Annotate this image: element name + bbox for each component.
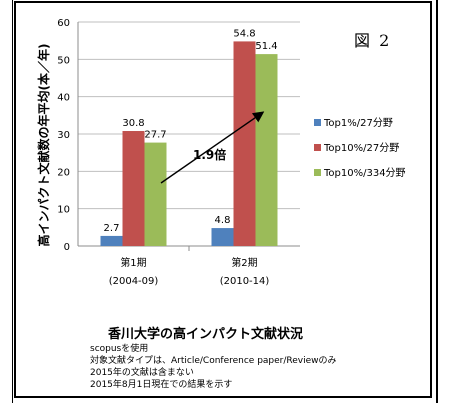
- bar: [100, 235, 123, 246]
- x-tick-labels: 第1期 (2004-09) 第2期 (2010-14): [109, 256, 270, 287]
- y-tick-label: 50: [57, 55, 70, 66]
- data-label: 51.4: [255, 41, 277, 52]
- bar: [211, 228, 234, 246]
- note-line: 2015年の文献は含まない: [90, 368, 194, 378]
- y-axis-label: 高インパクト文献数の年平均(本／年): [36, 44, 51, 247]
- y-tick-label: 40: [57, 93, 70, 104]
- legend-swatch: [314, 169, 321, 176]
- x-tick-label: 第2期: [231, 256, 257, 269]
- data-label: 4.8: [215, 215, 231, 226]
- legend: Top1%/27分野 Top10%/27分野 Top10%/334分野: [314, 117, 406, 179]
- y-tick-label: 0: [64, 242, 70, 253]
- data-label: 27.7: [144, 130, 166, 141]
- bar: [233, 41, 256, 247]
- y-tick-label: 30: [57, 130, 70, 141]
- y-tick-label: 20: [57, 167, 70, 178]
- y-tick-labels: 0 10 20 30 40 50 60: [57, 18, 70, 253]
- y-tick-label: 10: [57, 205, 70, 216]
- figure-frame: [14, 1, 432, 398]
- data-label: 54.8: [233, 28, 255, 39]
- legend-swatch: [314, 144, 321, 151]
- legend-entry: Top10%/27分野: [323, 142, 399, 154]
- y-tick-label: 60: [57, 18, 70, 29]
- bar-chart: 2.7 30.827.7 4.8 54.851.4 第1期 (2004-09) 第2期 (2…: [36, 18, 406, 287]
- note-line: 対象文献タイプは、Article/Conference paper/Review…: [90, 356, 337, 366]
- bar: [255, 54, 278, 247]
- bars: [100, 41, 278, 247]
- x-tick-sublabel: (2004-09): [109, 276, 159, 287]
- data-label: 30.8: [122, 118, 144, 129]
- bar: [122, 131, 145, 246]
- x-tick-label: 第1期: [120, 256, 146, 269]
- x-tick-sublabel: (2010-14): [220, 276, 270, 287]
- note-line: 2015年8月1日現在での結果を示す: [90, 380, 233, 390]
- bar: [144, 142, 167, 246]
- right-panel-edge: [436, 0, 450, 403]
- growth-annotation-label: 1.9倍: [193, 147, 226, 162]
- legend-entry: Top1%/27分野: [323, 117, 393, 129]
- chart-notes: scopusを使用 対象文献タイプは、Article/Conference pa…: [90, 343, 337, 391]
- data-label: 2.7: [104, 223, 120, 234]
- growth-annotation: 1.9倍: [160, 111, 265, 184]
- note-line: scopusを使用: [90, 344, 149, 354]
- growth-arrow: [160, 111, 265, 184]
- figure-label: 図 2: [354, 31, 392, 50]
- data-labels: 2.7 30.827.7 4.8 54.851.4: [104, 28, 278, 234]
- legend-swatch: [314, 119, 321, 126]
- chart-caption: 香川大学の高インパクト文献状況: [108, 327, 304, 342]
- legend-entry: Top10%/334分野: [323, 167, 406, 179]
- left-panel-edge: [0, 0, 13, 403]
